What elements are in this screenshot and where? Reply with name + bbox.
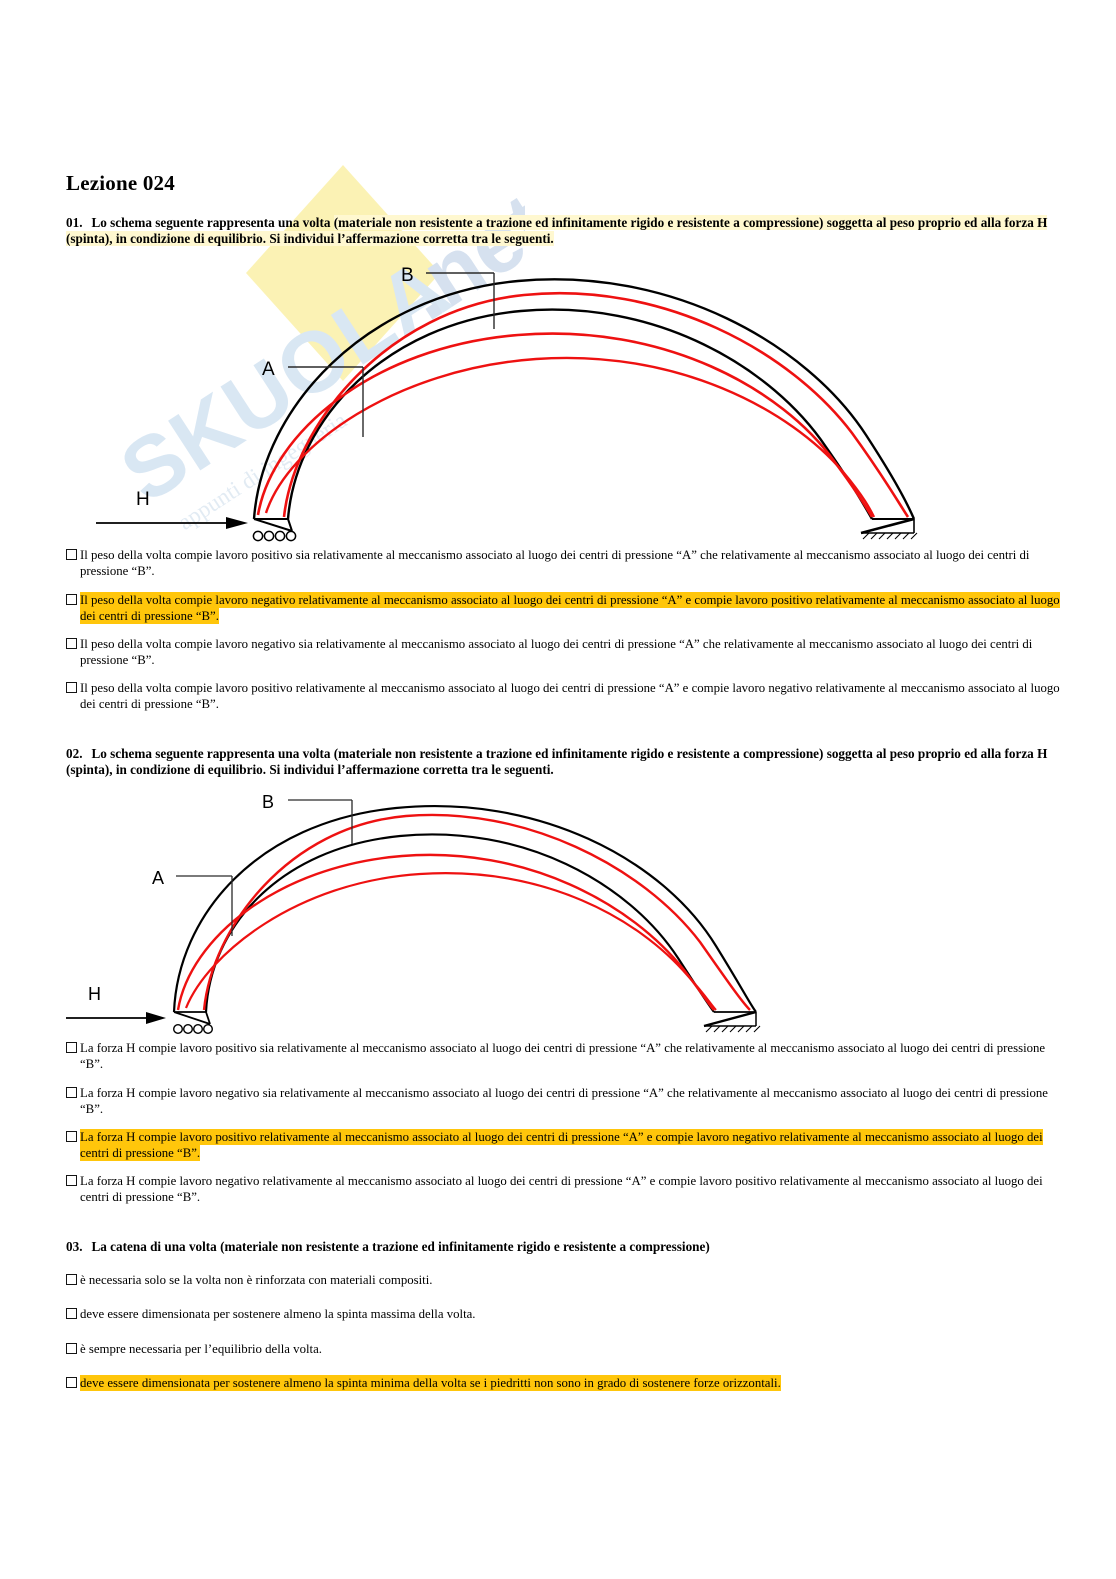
checkbox-icon[interactable] xyxy=(66,681,77,693)
option-label: è necessaria solo se la volta non è rinf… xyxy=(80,1273,433,1288)
arch-intrados xyxy=(204,833,715,1014)
option-row[interactable]: Il peso della volta compie lavoro negati… xyxy=(66,636,1070,668)
question-02-prompt: 02. Lo schema seguente rappresenta una vo… xyxy=(66,746,1070,778)
option-row[interactable]: La forza H compie lavoro positivo relati… xyxy=(66,1128,1070,1161)
option-label: è sempre necessaria per l’equilibrio del… xyxy=(80,1341,322,1356)
diagram-label-b: B xyxy=(262,792,274,812)
arch-extrados xyxy=(252,278,916,520)
right-support-fixed xyxy=(860,518,918,540)
checkbox-icon[interactable] xyxy=(66,637,77,649)
force-h-arrow xyxy=(66,1012,166,1025)
thrust-line-a-secondary xyxy=(184,872,717,1012)
checkbox-icon[interactable] xyxy=(66,593,77,605)
force-h-arrow xyxy=(96,517,248,530)
checkbox-icon[interactable] xyxy=(66,1274,77,1286)
option-label: Il peso della volta compie lavoro positi… xyxy=(80,680,1060,712)
option-label: deve essere dimensionata per sostenere a… xyxy=(80,1307,476,1322)
checkbox-icon[interactable] xyxy=(66,1175,77,1186)
right-support-fixed xyxy=(703,1011,761,1033)
question-03-prompt-plain: La catena di una volta (materiale non re… xyxy=(91,1239,710,1255)
option-row[interactable]: Il peso della volta compie lavoro positi… xyxy=(66,547,1070,579)
arch-diagram-01: A B H xyxy=(66,247,1070,547)
option-row[interactable]: La forza H compie lavoro positivo sia re… xyxy=(66,1040,1070,1072)
arch-extrados xyxy=(172,805,757,1014)
leader-line-b xyxy=(288,799,353,845)
option-label: La forza H compie lavoro positivo relati… xyxy=(80,1128,1043,1161)
option-row[interactable]: La forza H compie lavoro negativo sia re… xyxy=(66,1085,1070,1117)
thrust-line-a-secondary xyxy=(264,357,876,518)
option-label: Il peso della volta compie lavoro positi… xyxy=(80,548,1030,579)
option-row[interactable]: La forza H compie lavoro negativo relati… xyxy=(66,1173,1070,1205)
document-content: Lezione 024 01. Lo schema seguente rappre… xyxy=(66,171,1070,1391)
question-01-number: 01. xyxy=(66,215,83,231)
option-label: Il peso della volta compie lavoro negati… xyxy=(80,591,1060,624)
arch-intrados xyxy=(286,308,874,520)
question-02-number: 02. xyxy=(66,746,83,762)
arch-diagram-02: A B H xyxy=(66,778,1070,1040)
question-01-options: Il peso della volta compie lavoro positi… xyxy=(66,547,1070,712)
checkbox-icon[interactable] xyxy=(66,549,77,561)
option-row[interactable]: è sempre necessaria per l’equilibrio del… xyxy=(66,1341,1070,1357)
checkbox-icon[interactable] xyxy=(66,1130,77,1142)
leader-line-a xyxy=(176,875,233,937)
option-label: La forza H compie lavoro negativo sia re… xyxy=(80,1085,1048,1116)
diagram-label-b: B xyxy=(401,265,414,286)
question-01-prompt-plain: Lo schema seguente rappresenta una volta xyxy=(91,215,334,231)
question-02-prompt-plain: Lo schema seguente rappresenta una volta… xyxy=(66,746,1048,778)
question-01-prompt: 01. Lo schema seguente rappresenta una vo… xyxy=(66,215,1070,247)
question-02-options: La forza H compie lavoro positivo sia re… xyxy=(66,1040,1070,1205)
thrust-line-a xyxy=(176,854,715,1012)
checkbox-icon[interactable] xyxy=(66,1308,77,1320)
option-row[interactable]: deve essere dimensionata per sostenere a… xyxy=(66,1306,1070,1322)
question-03-options: è necessaria solo se la volta non è rinf… xyxy=(66,1272,1070,1391)
checkbox-icon[interactable] xyxy=(66,1042,77,1054)
question-03-prompt: 03. La catena di una volta (materiale non… xyxy=(66,1239,1070,1255)
page-title: Lezione 024 xyxy=(66,171,175,195)
thrust-line-b xyxy=(282,292,910,519)
left-support-roller xyxy=(252,518,297,542)
thrust-line-a xyxy=(256,332,874,518)
diagram-label-a: A xyxy=(262,359,275,380)
option-label: La forza H compie lavoro positivo sia re… xyxy=(80,1041,1046,1072)
option-row[interactable]: è necessaria solo se la volta non è rinf… xyxy=(66,1272,1070,1288)
option-label: deve essere dimensionata per sostenere a… xyxy=(80,1374,781,1391)
option-label: La forza H compie lavoro negativo relati… xyxy=(80,1174,1043,1205)
thrust-line-b xyxy=(202,814,751,1012)
diagram-label-h: H xyxy=(88,984,101,1004)
option-label: Il peso della volta compie lavoro negati… xyxy=(80,636,1033,667)
diagram-label-h: H xyxy=(136,489,150,510)
option-row[interactable]: Il peso della volta compie lavoro positi… xyxy=(66,680,1070,712)
option-row[interactable]: Il peso della volta compie lavoro negati… xyxy=(66,591,1070,624)
left-support-roller xyxy=(172,1011,213,1035)
checkbox-icon[interactable] xyxy=(66,1086,77,1098)
option-row[interactable]: deve essere dimensionata per sostenere a… xyxy=(66,1374,1070,1391)
diagram-label-a: A xyxy=(152,868,164,888)
question-03-number: 03. xyxy=(66,1239,83,1255)
checkbox-icon[interactable] xyxy=(66,1376,77,1388)
checkbox-icon[interactable] xyxy=(66,1342,77,1354)
